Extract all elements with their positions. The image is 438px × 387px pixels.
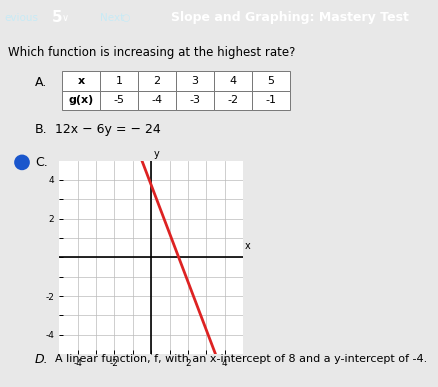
- Text: Which function is increasing at the highest rate?: Which function is increasing at the high…: [8, 46, 295, 58]
- Text: -1: -1: [265, 96, 276, 106]
- Bar: [100, 70, 138, 91]
- Text: B.: B.: [35, 123, 48, 136]
- Text: C.: C.: [35, 156, 48, 169]
- Text: 12x − 6y = − 24: 12x − 6y = − 24: [55, 123, 161, 136]
- Text: A linear function, f, with an x-intercept of 8 and a y-intercept of -4.: A linear function, f, with an x-intercep…: [55, 354, 427, 364]
- Bar: [252, 91, 290, 110]
- Bar: [62, 70, 100, 91]
- Bar: [138, 91, 176, 110]
- Bar: [62, 91, 100, 110]
- Text: ∨: ∨: [62, 13, 69, 23]
- Text: 4: 4: [230, 75, 237, 86]
- Bar: [214, 91, 252, 110]
- Text: 5: 5: [52, 10, 63, 25]
- Text: y: y: [154, 149, 159, 159]
- Text: A.: A.: [35, 76, 47, 89]
- Text: Next: Next: [100, 13, 124, 23]
- Bar: [138, 70, 176, 91]
- Text: -2: -2: [227, 96, 239, 106]
- Circle shape: [15, 156, 29, 170]
- Text: Slope and Graphing: Mastery Test: Slope and Graphing: Mastery Test: [171, 11, 409, 24]
- Text: 1: 1: [116, 75, 123, 86]
- Bar: [252, 70, 290, 91]
- Bar: [176, 70, 214, 91]
- Text: -5: -5: [113, 96, 124, 106]
- Text: 3: 3: [191, 75, 198, 86]
- Text: x: x: [78, 75, 85, 86]
- Text: x: x: [245, 241, 251, 251]
- Bar: [100, 91, 138, 110]
- Text: evious: evious: [4, 13, 38, 23]
- Text: 2: 2: [153, 75, 161, 86]
- Text: 5: 5: [268, 75, 275, 86]
- Text: g(x): g(x): [68, 96, 94, 106]
- Text: D.: D.: [35, 353, 49, 366]
- Text: -4: -4: [152, 96, 162, 106]
- Text: ○: ○: [122, 13, 131, 23]
- Bar: [214, 70, 252, 91]
- Bar: [176, 91, 214, 110]
- Text: -3: -3: [190, 96, 201, 106]
